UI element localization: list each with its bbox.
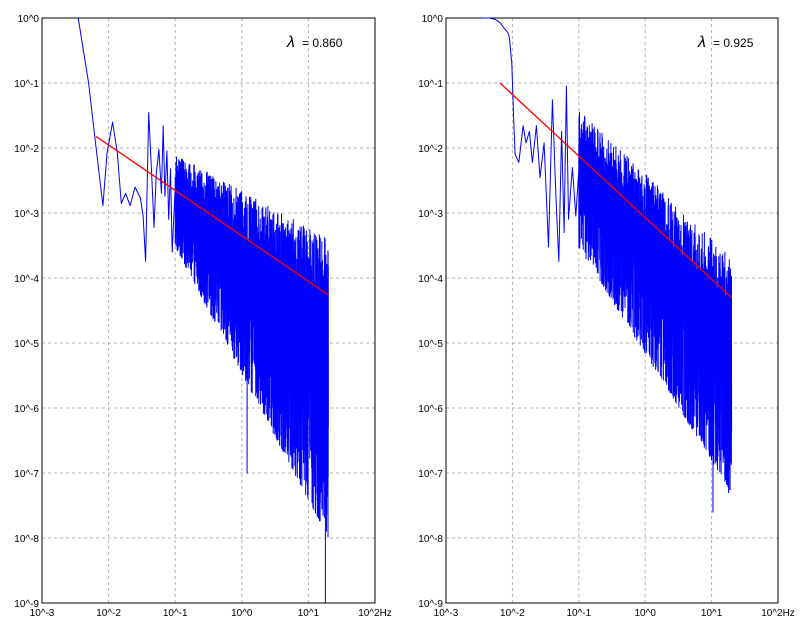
x-tick-label: 10^-2 (500, 608, 525, 619)
x-tick-label: 10^-2 (96, 608, 121, 619)
x-tick-label: 10^0 (635, 608, 657, 619)
y-tick-label: 10^0 (18, 14, 40, 25)
fit-line-right (499, 82, 733, 299)
y-tick-label: 10^-4 (418, 274, 443, 285)
lambda-value-right: = 0.925 (713, 36, 754, 50)
y-tick-label: 10^-3 (14, 209, 39, 220)
chart-panel-left: 10^0 10^-1 10^-2 10^-3 10^-4 10^-5 10^-6 10^-7 1… (14, 14, 392, 619)
y-tick-label: 10^-7 (14, 469, 39, 480)
x-tick-labels-left: 10^-3 10^-2 10^-1 10^0 10^1 10^2Hz (30, 608, 392, 619)
y-tick-label: 10^-5 (418, 339, 443, 350)
y-tick-label: 10^-7 (418, 469, 443, 480)
x-tick-label: 10^-1 (566, 608, 591, 619)
y-tick-label: 10^0 (422, 14, 444, 25)
x-tick-labels-right: 10^-3 10^-2 10^-1 10^0 10^1 10^2Hz (434, 608, 795, 619)
x-tick-label: 10^2Hz (761, 608, 795, 619)
y-tick-label: 10^-9 (14, 599, 39, 610)
x-tick-label: 10^0 (231, 608, 253, 619)
x-tick-label: 10^-3 (30, 608, 55, 619)
y-tick-labels-left: 10^0 10^-1 10^-2 10^-3 10^-4 10^-5 10^-6 10^-7 1… (14, 14, 39, 610)
x-tick-label: 10^-3 (434, 608, 459, 619)
x-tick-label: 10^1 (701, 608, 723, 619)
lambda-annotation-right: λ = 0.925 (697, 34, 754, 51)
spectrum-line-left (77, 17, 329, 604)
chart-panel-right: 10^0 10^-1 10^-2 10^-3 10^-4 10^-5 10^-6 10^-7 1… (418, 14, 795, 619)
y-tick-label: 10^-1 (14, 79, 39, 90)
plot-frame-left (41, 17, 376, 604)
lambda-annotation-left: λ = 0.860 (286, 34, 343, 51)
y-tick-label: 10^-9 (418, 599, 443, 610)
y-tick-label: 10^-6 (14, 404, 39, 415)
y-tick-label: 10^-3 (418, 209, 443, 220)
spectrum-line-right (482, 17, 733, 513)
y-tick-label: 10^-6 (418, 404, 443, 415)
y-tick-labels-right: 10^0 10^-1 10^-2 10^-3 10^-4 10^-5 10^-6 10^-7 1… (418, 14, 443, 610)
lambda-value-left: = 0.860 (302, 36, 343, 50)
y-tick-label: 10^-8 (418, 534, 443, 545)
y-tick-label: 10^-5 (14, 339, 39, 350)
x-tick-label: 10^1 (298, 608, 320, 619)
y-tick-label: 10^-8 (14, 534, 39, 545)
y-tick-label: 10^-2 (418, 144, 443, 155)
fit-line-left (95, 136, 329, 296)
plot-frame-right (445, 17, 779, 604)
lambda-symbol-right: λ (697, 34, 706, 51)
y-tick-label: 10^-1 (418, 79, 443, 90)
x-tick-label: 10^-1 (163, 608, 188, 619)
y-tick-label: 10^-2 (14, 144, 39, 155)
x-tick-label: 10^2Hz (358, 608, 392, 619)
y-tick-label: 10^-4 (14, 274, 39, 285)
lambda-symbol-left: λ (286, 34, 295, 51)
